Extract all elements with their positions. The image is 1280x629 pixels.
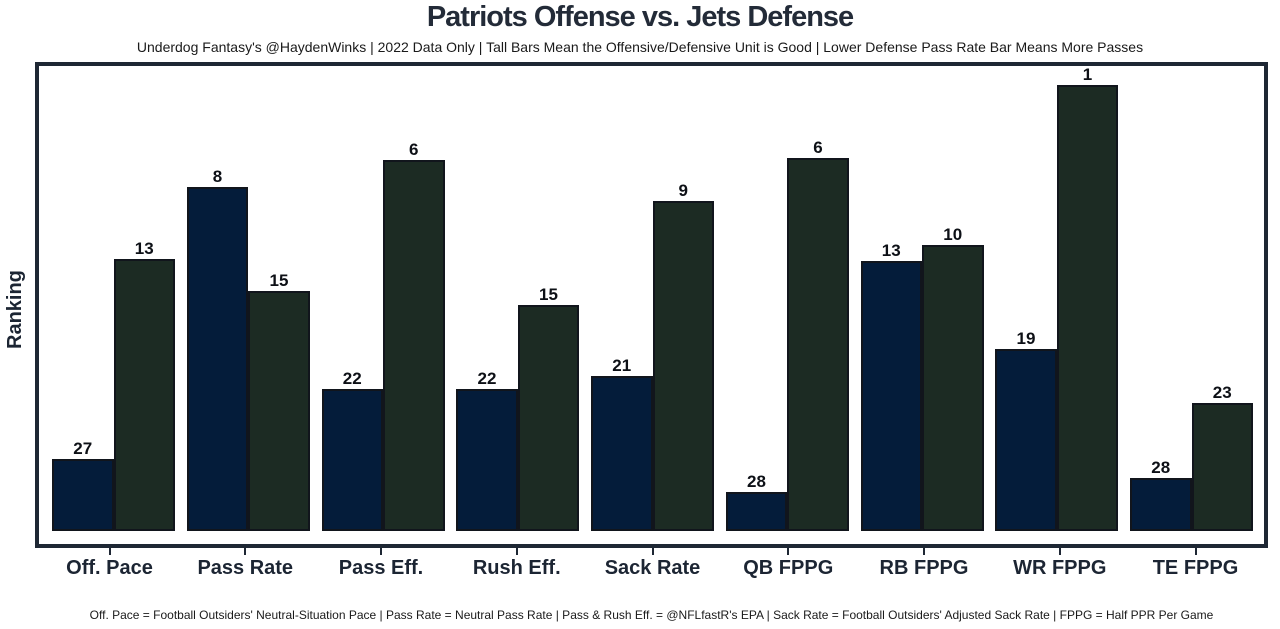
bar-cell: 6 [787, 66, 849, 531]
bar-group: 22 15 [456, 66, 580, 531]
bar-group: 22 6 [321, 66, 445, 531]
x-tick-label: Pass Eff. [338, 557, 424, 579]
jets-defense-bar [113, 258, 175, 531]
x-tick-label: QB FPPG [743, 557, 834, 579]
patriots-offense-bar [321, 389, 383, 531]
bar-value-label: 1 [1082, 65, 1093, 84]
x-tick [515, 548, 518, 555]
bar-cell: 8 [186, 66, 249, 531]
x-tick [244, 548, 247, 555]
bar-cell: 6 [383, 66, 445, 531]
bar-group: 13 10 [860, 66, 984, 531]
bar-group: 28 23 [1130, 66, 1253, 531]
x-axis-labels: Off. Pace Pass Rate Pass Eff. Rush Eff. Sack… [48, 557, 1257, 580]
tick-cell [863, 548, 986, 555]
bar-cell: 15 [517, 66, 580, 531]
bar-value-label: 28 [747, 471, 766, 491]
bar-cell: 9 [652, 66, 714, 531]
bar-value-label: 13 [881, 240, 901, 260]
bar-value-label: 21 [612, 356, 632, 376]
patriots-offense-bar [995, 349, 1057, 531]
bar-value-label: 23 [1212, 383, 1232, 403]
jets-defense-bar [787, 158, 849, 531]
tick-cell [455, 548, 578, 555]
x-tick-label: TE FPPG [1152, 557, 1239, 579]
bar-value-label: 13 [134, 238, 154, 258]
patriots-offense-bar [456, 389, 518, 531]
bar-cell: 28 [725, 66, 788, 531]
x-tick [651, 548, 654, 555]
jets-defense-bar [1056, 85, 1119, 531]
x-tick [1194, 548, 1197, 555]
jets-defense-bar [517, 305, 580, 531]
tick-cell [727, 548, 850, 555]
bar-cell: 1 [1056, 65, 1119, 531]
bar-value-label: 15 [539, 285, 558, 305]
tick-cell [1134, 548, 1257, 555]
footnote: Off. Pace = Football Outsiders' Neutral-… [89, 608, 1214, 622]
x-tick [787, 548, 790, 555]
x-tick-label: Rush Eff. [472, 557, 561, 579]
bar-cell: 19 [995, 66, 1057, 531]
patriots-offense-bar [1130, 478, 1192, 531]
bar-group: 19 1 [995, 65, 1119, 531]
patriots-offense-bar [186, 186, 249, 531]
bar-value-label: 10 [943, 225, 963, 245]
bar-group: 27 13 [52, 66, 175, 531]
x-tick [923, 548, 925, 555]
x-axis-ticks [48, 548, 1257, 555]
bar-cell: 10 [922, 66, 984, 531]
bar-cell: 13 [860, 66, 922, 531]
bar-cell: 15 [248, 66, 310, 531]
patriots-offense-bar [860, 260, 922, 531]
bar-value-label: 6 [813, 138, 823, 158]
x-tick [108, 548, 111, 555]
plot-area: 27 13 8 15 22 6 22 15 21 9 28 6 13 10 19 1 28 23 [35, 62, 1268, 548]
bar-value-label: 22 [477, 369, 497, 389]
bar-cell: 13 [113, 66, 175, 531]
chart-title: Patriots Offense vs. Jets Defense [426, 1, 854, 33]
bar-cell: 28 [1130, 66, 1192, 531]
bar-value-label: 19 [1016, 329, 1036, 349]
bar-series-container: 27 13 8 15 22 6 22 15 21 9 28 6 13 10 19 1 28 23 [52, 66, 1253, 531]
patriots-offense-bar [725, 491, 788, 531]
bar-value-label: 27 [73, 438, 93, 458]
bar-cell: 23 [1191, 66, 1253, 531]
y-axis-label: Ranking [4, 270, 26, 349]
jets-defense-bar [248, 291, 310, 531]
patriots-offense-bar [52, 458, 114, 531]
bar-value-label: 6 [409, 139, 419, 159]
x-tick-label: RB FPPG [879, 557, 969, 579]
bar-cell: 22 [321, 66, 383, 531]
x-tick [1058, 548, 1061, 555]
bar-cell: 27 [52, 66, 114, 531]
bar-value-label: 15 [269, 271, 289, 291]
x-tick-label: Off. Pace [66, 557, 153, 579]
chart-subtitle: Underdog Fantasy's @HaydenWinks | 2022 D… [136, 39, 1144, 55]
bar-group: 21 9 [591, 66, 714, 531]
tick-cell [320, 548, 443, 555]
bar-group: 8 15 [186, 66, 310, 531]
bar-cell: 21 [591, 66, 653, 531]
x-tick [380, 548, 382, 555]
tick-cell [184, 548, 307, 555]
bar-cell: 22 [456, 66, 518, 531]
jets-defense-bar [652, 200, 714, 531]
jets-defense-bar [922, 245, 984, 531]
jets-defense-bar [383, 159, 445, 531]
bar-value-label: 9 [678, 180, 688, 200]
bar-value-label: 28 [1151, 458, 1171, 477]
patriots-offense-bar [591, 376, 653, 531]
tick-cell [591, 548, 714, 555]
tick-cell [998, 548, 1121, 555]
bar-value-label: 8 [212, 166, 223, 186]
x-tick-label: Pass Rate [197, 557, 294, 579]
jets-defense-bar [1191, 403, 1253, 531]
tick-cell [48, 548, 171, 555]
x-tick-label: Sack Rate [604, 557, 701, 579]
bar-group: 28 6 [725, 66, 849, 531]
x-tick-label: WR FPPG [1013, 557, 1107, 579]
bar-value-label: 22 [342, 369, 362, 389]
